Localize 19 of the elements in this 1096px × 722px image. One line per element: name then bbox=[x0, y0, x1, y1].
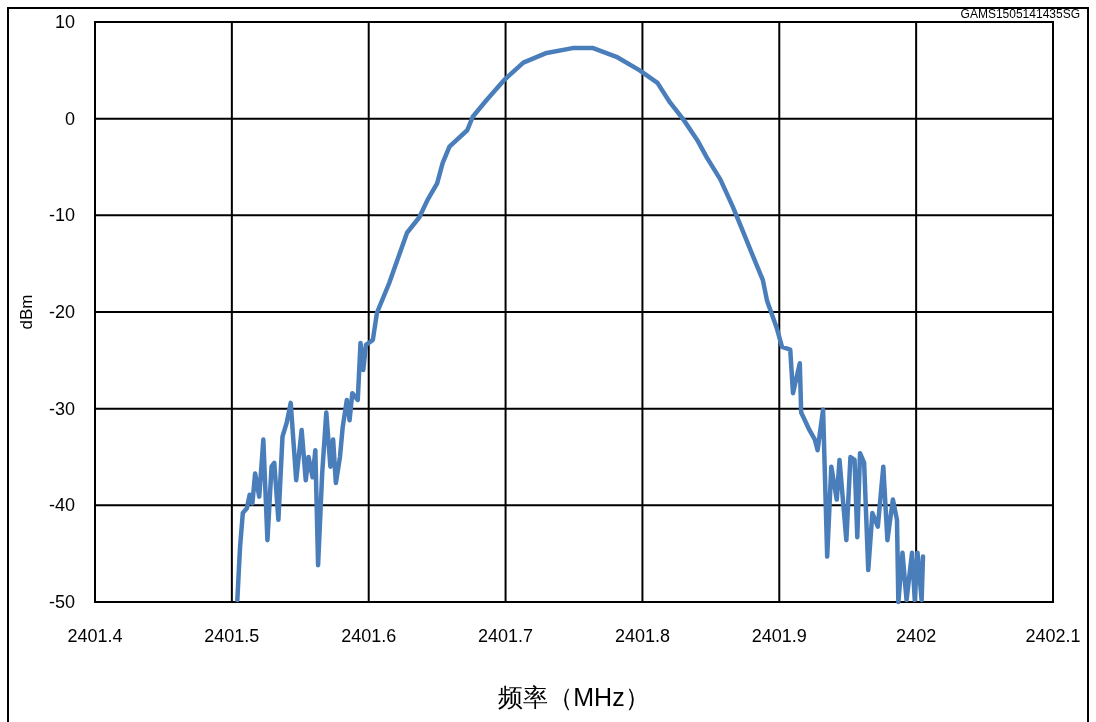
y-axis-title: dBm bbox=[17, 294, 36, 330]
y-tick-label: -20 bbox=[48, 302, 75, 322]
y-tick-label: 10 bbox=[54, 12, 75, 32]
x-tick-label: 2402 bbox=[896, 626, 937, 646]
x-tick-label: 2401.4 bbox=[67, 626, 123, 646]
y-tick-label: -10 bbox=[48, 205, 75, 226]
x-tick-label: 2402.1 bbox=[1025, 626, 1081, 646]
x-axis-title: 频率（MHz） bbox=[498, 683, 650, 711]
y-tick-label: -30 bbox=[48, 398, 75, 419]
y-tick-label: -40 bbox=[48, 495, 75, 516]
x-tick-label: 2401.5 bbox=[204, 626, 260, 646]
y-tick-label: -50 bbox=[48, 592, 75, 612]
line-series bbox=[235, 45, 926, 605]
x-tick-label: 2401.7 bbox=[478, 626, 534, 646]
x-tick-label: 2401.6 bbox=[341, 626, 397, 646]
x-tick-label: 2401.8 bbox=[614, 626, 670, 646]
text: GAMS1505141435SG bbox=[960, 7, 1080, 21]
y-tick-label: 0 bbox=[64, 108, 75, 129]
x-tick-label: 2401.9 bbox=[751, 626, 807, 646]
